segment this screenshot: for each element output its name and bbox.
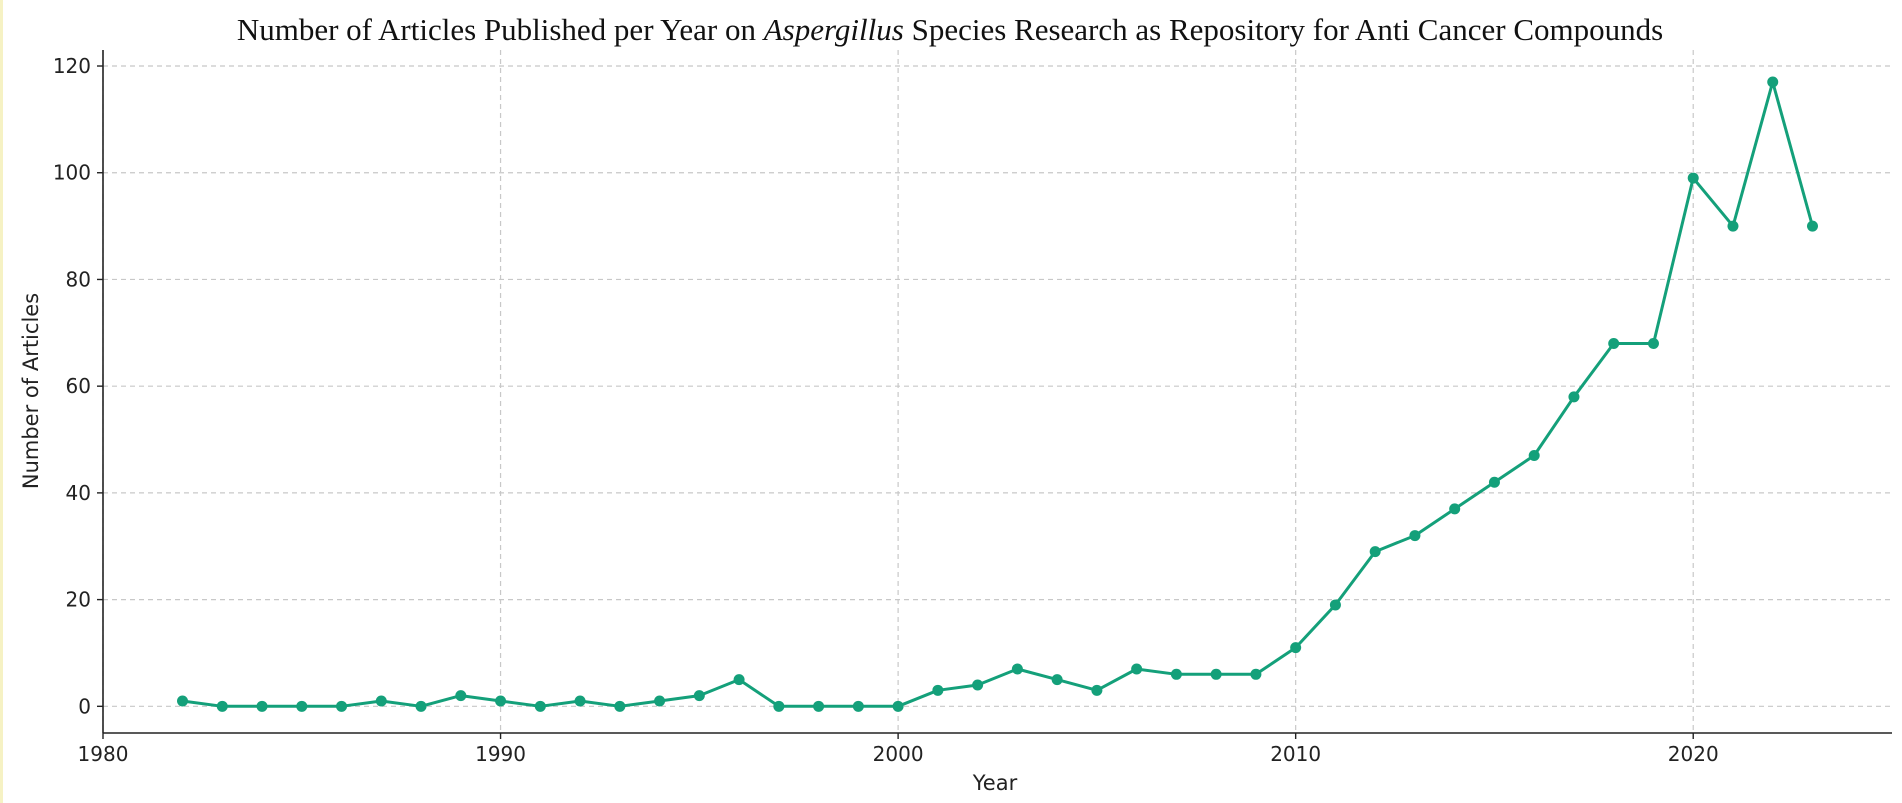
x-tick-label-2000: 2000 (873, 742, 924, 766)
data-point-2007 (1170, 668, 1182, 680)
x-tick-label-2010: 2010 (1270, 742, 1321, 766)
data-point-1993 (614, 700, 626, 712)
y-tick-label-120: 120 (53, 54, 91, 78)
tick-labels: 1980 1990 2000 2010 2020 0 20 40 60 80 100 120 (53, 54, 1719, 766)
data-point-2020 (1687, 172, 1699, 184)
data-point-1995 (693, 690, 705, 702)
y-tick-label-20: 20 (66, 588, 91, 612)
data-point-2009 (1250, 668, 1262, 680)
data-point-1997 (773, 700, 785, 712)
x-tick-label-1990: 1990 (475, 742, 526, 766)
x-axis-label: Year (972, 771, 1018, 795)
data-point-1987 (375, 695, 387, 707)
data-point-2014 (1449, 503, 1461, 515)
chart-title: Number of Articles Published per Year on… (237, 12, 1663, 47)
data-point-2013 (1409, 530, 1421, 542)
series-line-articles (182, 80, 1814, 708)
grid (102, 50, 1892, 733)
data-point-1996 (733, 674, 745, 686)
data-point-1989 (455, 690, 467, 702)
data-point-2011 (1329, 599, 1341, 611)
chart-title-part-after: Species Research as Repository for Anti … (904, 12, 1663, 47)
data-point-2002 (972, 679, 984, 691)
x-tick-label-2020: 2020 (1668, 742, 1719, 766)
y-axis-label: Number of Articles (19, 293, 43, 489)
data-point-2004 (1051, 674, 1063, 686)
y-tick-label-40: 40 (66, 481, 91, 505)
data-point-2006 (1131, 663, 1143, 675)
data-point-2000 (892, 700, 904, 712)
y-tick-label-100: 100 (53, 161, 91, 185)
data-point-1992 (574, 695, 586, 707)
data-point-2023 (1806, 220, 1818, 232)
data-point-1990 (495, 695, 507, 707)
data-point-1991 (534, 700, 546, 712)
data-point-2005 (1091, 684, 1103, 696)
x-tick-label-1980: 1980 (78, 742, 129, 766)
data-point-1982 (177, 695, 189, 707)
data-point-2017 (1568, 391, 1580, 403)
data-point-1986 (336, 700, 348, 712)
chart-title-part-italic: Aspergillus (762, 12, 904, 47)
data-point-1988 (415, 700, 427, 712)
chart-title-part-before: Number of Articles Published per Year on (237, 12, 764, 47)
data-point-1998 (813, 700, 825, 712)
data-point-2001 (932, 684, 944, 696)
data-point-2010 (1290, 642, 1302, 654)
data-point-2018 (1608, 337, 1620, 349)
data-point-1994 (654, 695, 666, 707)
left-edge-strip (0, 0, 3, 803)
data-point-1999 (852, 700, 864, 712)
y-tick-label-80: 80 (66, 267, 91, 291)
axes (97, 50, 1892, 739)
data-point-2008 (1210, 668, 1222, 680)
data-point-2016 (1528, 450, 1540, 462)
data-point-1983 (216, 700, 228, 712)
data-point-2015 (1488, 476, 1500, 488)
data-point-2021 (1727, 220, 1739, 232)
data-point-2003 (1011, 663, 1023, 675)
y-tick-label-60: 60 (66, 374, 91, 398)
data-point-2022 (1767, 76, 1779, 88)
data-point-1984 (256, 700, 268, 712)
series-layer (177, 76, 1818, 712)
data-point-1985 (296, 700, 308, 712)
data-point-2012 (1369, 546, 1381, 558)
y-tick-label-0: 0 (78, 694, 91, 718)
data-point-2019 (1647, 337, 1659, 349)
